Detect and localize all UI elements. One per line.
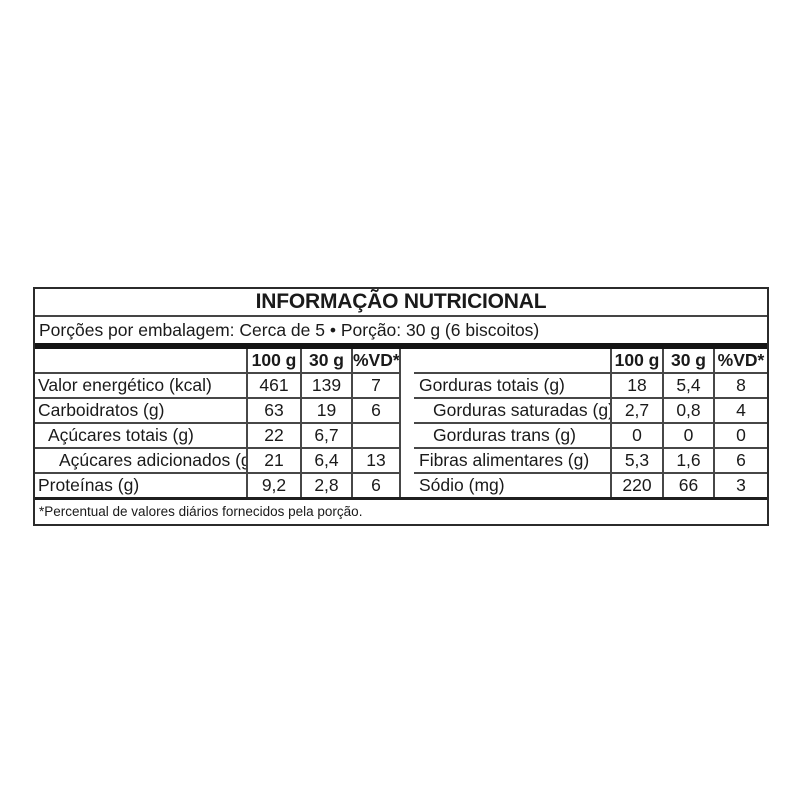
value-30g: 5,4 bbox=[662, 372, 714, 398]
nutrient-row-valor-energetico: Valor energético (kcal) 461 139 7 bbox=[35, 372, 401, 398]
nutrient-label: Fibras alimentares (g) bbox=[414, 447, 611, 473]
value-30g: 1,6 bbox=[662, 447, 714, 473]
nutrition-tables: 100 g 30 g %VD* Valor energético (kcal) … bbox=[35, 349, 767, 497]
nutrient-label: Sódio (mg) bbox=[414, 472, 611, 497]
value-vd: 3 bbox=[713, 472, 767, 497]
value-30g: 6,7 bbox=[300, 422, 352, 448]
value-100g: 9,2 bbox=[246, 472, 301, 497]
value-vd: 6 bbox=[351, 397, 401, 423]
value-vd: 6 bbox=[351, 472, 401, 497]
value-30g: 6,4 bbox=[300, 447, 352, 473]
nutrient-row-acucares-adicionados: Açúcares adicionados (g) 21 6,4 13 bbox=[35, 447, 401, 473]
nutrient-row-gorduras-totais: Gorduras totais (g) 18 5,4 8 bbox=[414, 372, 767, 398]
value-100g: 63 bbox=[246, 397, 301, 423]
nutrient-row-sodio: Sódio (mg) 220 66 3 bbox=[414, 472, 767, 497]
value-30g: 0 bbox=[662, 422, 714, 448]
daily-values-footnote: *Percentual de valores diários fornecido… bbox=[35, 497, 767, 524]
value-vd bbox=[351, 422, 401, 448]
nutrient-row-fibras-alimentares: Fibras alimentares (g) 5,3 1,6 6 bbox=[414, 447, 767, 473]
servings-line: Porções por embalagem: Cerca de 5 • Porç… bbox=[35, 317, 767, 349]
table-header-row: 100 g 30 g %VD* bbox=[414, 349, 767, 373]
nutrition-facts-panel: INFORMAÇÃO NUTRICIONAL Porções por embal… bbox=[33, 287, 769, 526]
nutrient-label: Carboidratos (g) bbox=[35, 397, 247, 423]
value-100g: 2,7 bbox=[610, 397, 663, 423]
value-vd: 0 bbox=[713, 422, 767, 448]
header-per-30g: 30 g bbox=[300, 349, 352, 373]
value-vd: 13 bbox=[351, 447, 401, 473]
value-30g: 139 bbox=[300, 372, 352, 398]
nutrient-label: Gorduras totais (g) bbox=[414, 372, 611, 398]
table-header-row: 100 g 30 g %VD* bbox=[35, 349, 401, 373]
value-100g: 22 bbox=[246, 422, 301, 448]
value-vd: 6 bbox=[713, 447, 767, 473]
value-30g: 19 bbox=[300, 397, 352, 423]
header-per-100g: 100 g bbox=[246, 349, 301, 373]
nutrient-row-gorduras-saturadas: Gorduras saturadas (g) 2,7 0,8 4 bbox=[414, 397, 767, 423]
value-100g: 21 bbox=[246, 447, 301, 473]
value-vd: 4 bbox=[713, 397, 767, 423]
value-100g: 5,3 bbox=[610, 447, 663, 473]
value-30g: 0,8 bbox=[662, 397, 714, 423]
nutrient-label: Proteínas (g) bbox=[35, 472, 247, 497]
value-100g: 18 bbox=[610, 372, 663, 398]
header-percent-vd: %VD* bbox=[351, 349, 401, 373]
nutrient-row-proteinas: Proteínas (g) 9,2 2,8 6 bbox=[35, 472, 401, 497]
value-vd: 7 bbox=[351, 372, 401, 398]
panel-title: INFORMAÇÃO NUTRICIONAL bbox=[35, 289, 767, 317]
nutrient-label: Gorduras trans (g) bbox=[414, 422, 611, 448]
header-blank-cell bbox=[35, 349, 247, 373]
nutrient-row-carboidratos: Carboidratos (g) 63 19 6 bbox=[35, 397, 401, 423]
nutrient-row-acucares-totais: Açúcares totais (g) 22 6,7 bbox=[35, 422, 401, 448]
value-100g: 220 bbox=[610, 472, 663, 497]
nutrient-row-gorduras-trans: Gorduras trans (g) 0 0 0 bbox=[414, 422, 767, 448]
header-percent-vd: %VD* bbox=[713, 349, 767, 373]
nutrition-table-left: 100 g 30 g %VD* Valor energético (kcal) … bbox=[35, 349, 401, 497]
header-per-100g: 100 g bbox=[610, 349, 663, 373]
value-30g: 2,8 bbox=[300, 472, 352, 497]
nutrient-label: Açúcares totais (g) bbox=[35, 422, 247, 448]
nutrient-label: Gorduras saturadas (g) bbox=[414, 397, 611, 423]
nutrition-table-right: 100 g 30 g %VD* Gorduras totais (g) 18 5… bbox=[414, 349, 767, 497]
nutrient-label: Açúcares adicionados (g) bbox=[35, 447, 247, 473]
value-100g: 0 bbox=[610, 422, 663, 448]
value-vd: 8 bbox=[713, 372, 767, 398]
nutrient-label: Valor energético (kcal) bbox=[35, 372, 247, 398]
header-per-30g: 30 g bbox=[662, 349, 714, 373]
value-100g: 461 bbox=[246, 372, 301, 398]
value-30g: 66 bbox=[662, 472, 714, 497]
header-blank-cell bbox=[414, 349, 611, 373]
